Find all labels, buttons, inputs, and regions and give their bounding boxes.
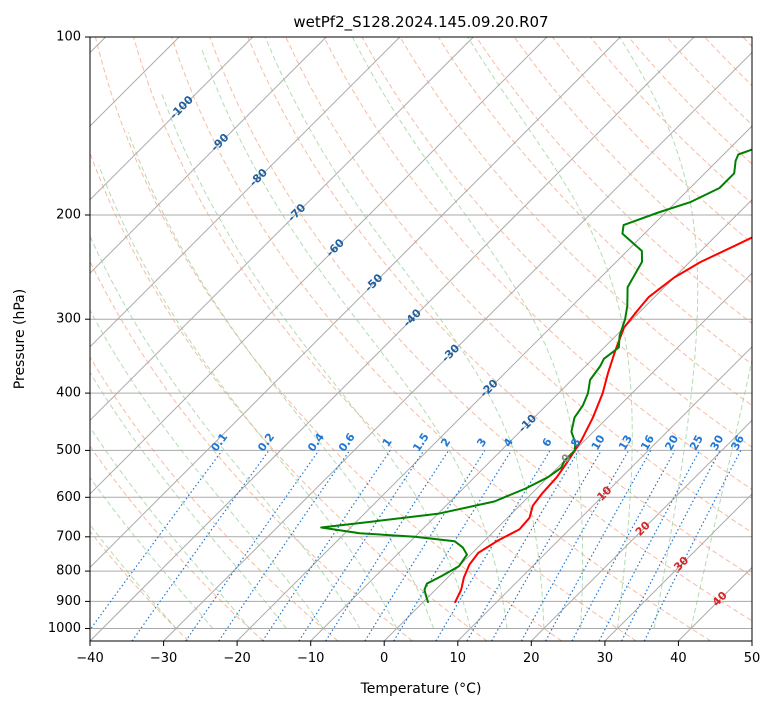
isotherm-line (530, 419, 752, 641)
y-tick-label: 900 (56, 594, 81, 609)
isotherm-line (457, 346, 752, 641)
moist-adiabat-line (161, 94, 471, 629)
x-tick-label: −20 (223, 651, 250, 666)
dry-adiabat-line (437, 37, 752, 365)
mixing-ratio-line (545, 450, 652, 641)
y-tick-label: 100 (56, 30, 81, 45)
moist-adiabat-line (264, 37, 545, 629)
dry-adiabat-line (323, 37, 752, 491)
mixing-ratio-label: 36 (728, 433, 747, 453)
mixing-ratio-line (262, 450, 391, 641)
moist-adiabat-line (201, 49, 508, 629)
x-tick-label: 30 (597, 651, 614, 666)
moist-adiabat-line (90, 524, 177, 629)
moist-adiabat-line (127, 132, 434, 629)
mixing-ratio-line (520, 450, 630, 641)
series-layer (320, 148, 752, 604)
background-lines (90, 37, 752, 641)
dry-adiabat-line (90, 445, 264, 641)
dry-adiabat-line (90, 530, 190, 641)
moist-adiabat-line (90, 476, 214, 629)
isotherm-line (90, 37, 695, 641)
isotherm-line (163, 51, 752, 641)
dry-adiabat-line (94, 37, 562, 641)
y-tick-label: 800 (56, 564, 81, 579)
x-tick-label: 50 (744, 651, 761, 666)
dry-adiabat-line (90, 356, 339, 641)
moist-adiabat-line (90, 426, 250, 629)
moist-adiabat-line (690, 357, 752, 629)
mixing-ratio-line (393, 450, 512, 641)
chart-title: wetPf2_S128.2024.145.09.20.R07 (293, 13, 548, 32)
isotherm-line (383, 272, 752, 641)
moist-adiabat-line (98, 165, 398, 629)
isotherm-line (310, 198, 752, 641)
isotherm-line (236, 125, 752, 641)
moist-adiabat-line (90, 309, 324, 629)
moist-adiabat-line (619, 37, 699, 629)
y-tick-label: 600 (56, 490, 81, 505)
x-axis-label: Temperature (°C) (360, 681, 482, 697)
plot-area (90, 37, 752, 641)
mixing-ratio-line (643, 450, 742, 641)
x-tick-label: −10 (297, 651, 324, 666)
mixing-ratio-line (298, 450, 425, 641)
mixing-ratio-line (90, 450, 223, 631)
y-tick-label: 400 (56, 386, 81, 401)
moist-adiabat-line (351, 37, 584, 629)
y-tick-label: 200 (56, 208, 81, 223)
moist-adiabat-line (467, 37, 633, 629)
plot-frame (89, 36, 753, 642)
dry-adiabat-line (171, 37, 712, 641)
y-tick-label: 300 (56, 312, 81, 327)
isotherm-line (604, 493, 752, 641)
x-tick-label: 10 (450, 651, 467, 666)
dry-adiabat-line (247, 37, 752, 577)
moist-adiabat-line (90, 371, 287, 629)
isotherm-line (90, 37, 401, 348)
mixing-ratio-line (325, 450, 450, 641)
isotherm-line (90, 37, 327, 274)
y-tick-label: 500 (56, 443, 81, 458)
dry-adiabat-line (513, 37, 752, 284)
x-tick-label: 0 (380, 651, 388, 666)
y-axis-label: Pressure (hPa) (12, 289, 28, 389)
x-tick-label: −40 (76, 651, 103, 666)
isotherm-line (90, 37, 254, 201)
dry-adiabat-line (209, 37, 752, 622)
mixing-ratio-label: 30 (708, 433, 727, 453)
dewpoint-profile-line (320, 148, 752, 604)
dry-adiabat-line (133, 37, 637, 641)
isotherm-line (90, 37, 548, 495)
mixing-ratio-line (571, 450, 676, 641)
x-tick-label: 20 (523, 651, 540, 666)
y-tick-label: 1000 (48, 621, 81, 636)
isotherm-line (90, 37, 621, 569)
mixing-ratio-line (185, 450, 320, 641)
y-tick-label: 700 (56, 529, 81, 544)
x-tick-label: −30 (150, 651, 177, 666)
mixing-ratio-line (218, 450, 351, 641)
mixing-ratio-label: 25 (687, 433, 706, 453)
dry-adiabat-line (399, 37, 752, 407)
mixing-ratio-line (131, 450, 270, 641)
dry-adiabat-line (90, 151, 488, 641)
moist-adiabat-line (90, 234, 361, 629)
x-tick-label: 40 (670, 651, 687, 666)
axes: −40 −30 −20 −10 0 10 20 30 40 50 1000 900 800 700 600 5… (48, 30, 760, 667)
isotherm-line (90, 37, 474, 422)
